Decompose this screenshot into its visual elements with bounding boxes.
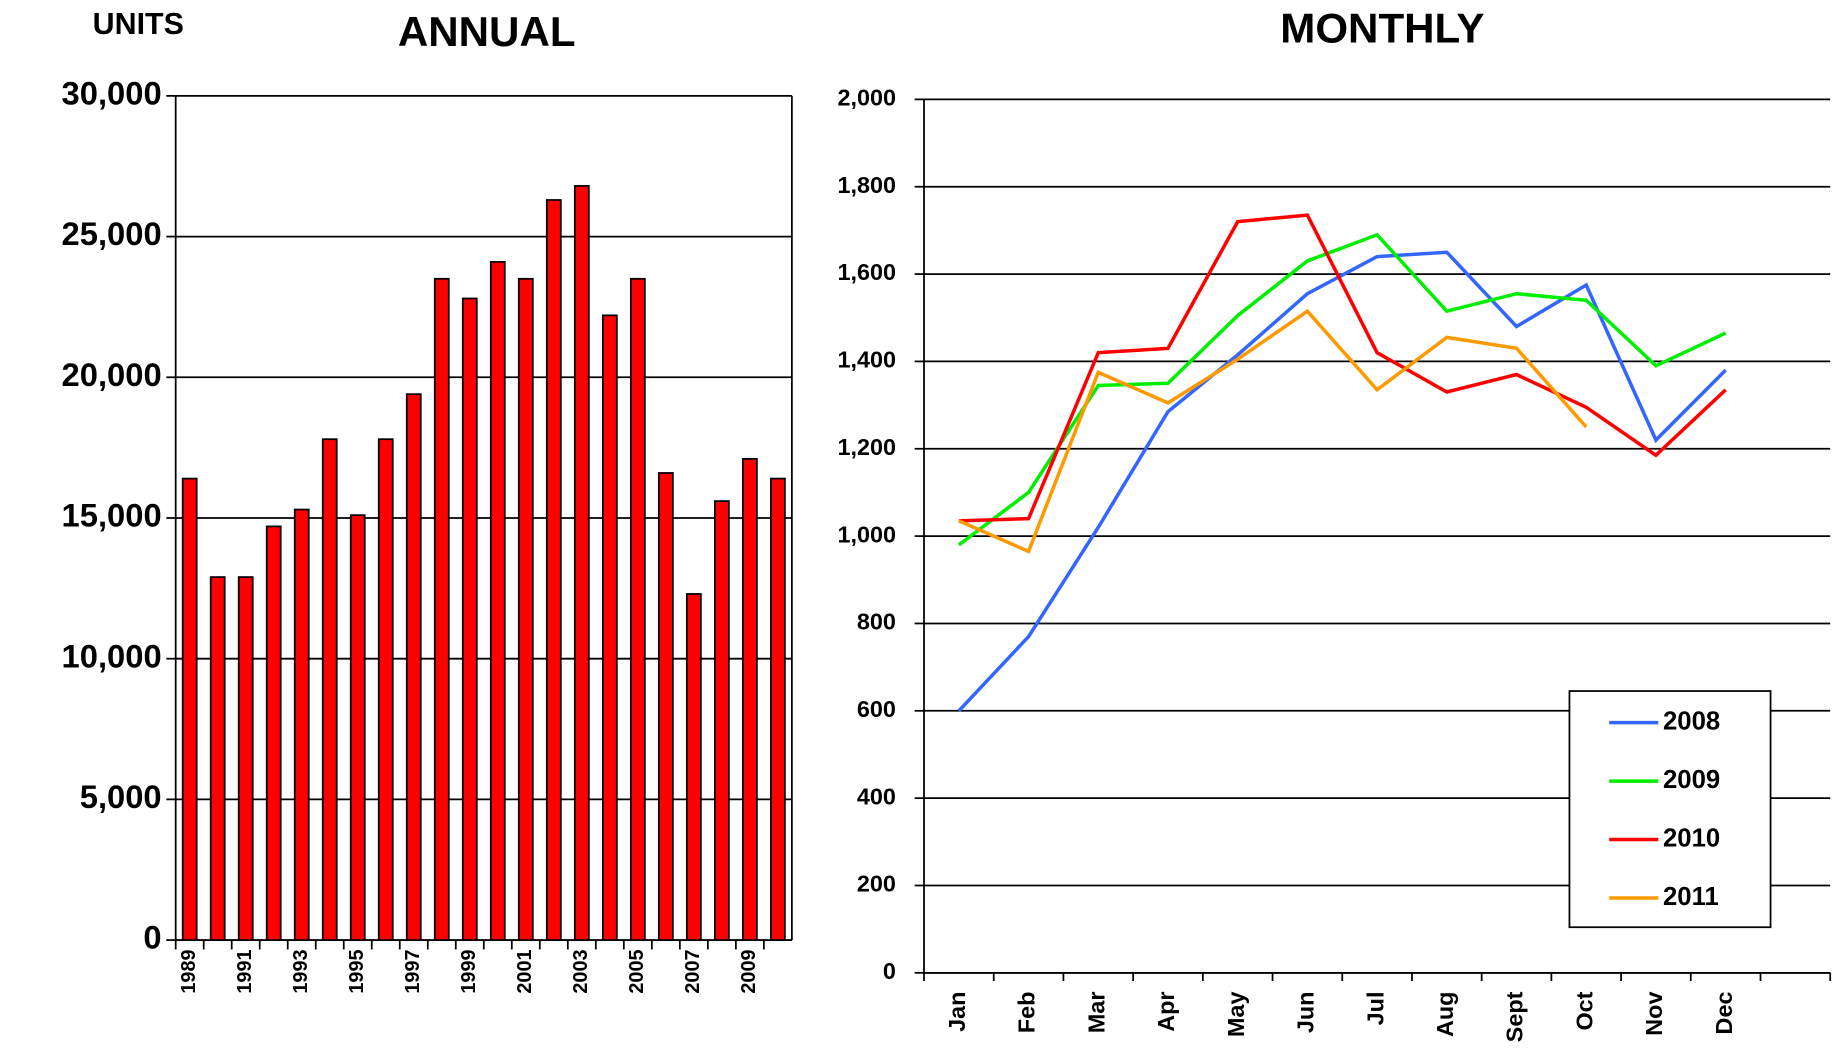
y-tick-label: 20,000	[62, 356, 162, 393]
x-tick-label: May	[1223, 992, 1249, 1037]
bar	[181, 477, 198, 941]
bar	[741, 458, 758, 941]
x-tick-label: 1989	[178, 949, 200, 993]
bar	[629, 277, 646, 941]
y-tick-label: 1,400	[837, 347, 896, 373]
bar	[405, 393, 422, 941]
x-tick-label: Apr	[1153, 992, 1179, 1032]
x-tick-label: Aug	[1432, 992, 1458, 1037]
bar	[209, 576, 226, 941]
x-tick-label: 1991	[234, 949, 256, 993]
x-tick-label: Jan	[944, 992, 970, 1032]
bar	[573, 185, 590, 941]
y-tick-label: 25,000	[62, 215, 162, 252]
bar	[349, 514, 366, 941]
bar	[377, 438, 394, 941]
bar	[770, 477, 786, 941]
bar	[489, 261, 506, 941]
legend-label: 2009	[1663, 766, 1720, 794]
y-tick-label: 2,000	[837, 85, 896, 111]
x-tick-label: Oct	[1571, 991, 1597, 1030]
x-tick-label: Jun	[1293, 992, 1319, 1034]
x-tick-label: 2005	[626, 949, 648, 993]
chart-title: MONTHLY	[1280, 5, 1484, 52]
x-tick-label: 2003	[570, 949, 592, 993]
bar	[545, 199, 562, 941]
y-tick-label: 1,800	[837, 172, 896, 198]
x-tick-label: Jul	[1362, 992, 1388, 1026]
legend-label: 2010	[1663, 824, 1720, 852]
chart-title: ANNUAL	[398, 8, 576, 55]
y-tick-label: 1,200	[837, 434, 896, 460]
x-tick-label: 2009	[738, 949, 760, 993]
x-tick-label: 2007	[682, 949, 704, 993]
legend-label: 2011	[1663, 883, 1719, 911]
bar	[461, 297, 478, 941]
y-tick-label: 0	[143, 919, 161, 956]
legend-label: 2008	[1663, 707, 1720, 735]
bar	[293, 508, 310, 941]
bar	[321, 438, 338, 941]
x-tick-label: Mar	[1083, 992, 1109, 1034]
line-series	[958, 213, 1727, 523]
x-tick-label: Dec	[1711, 992, 1737, 1035]
y-axis-label: UNITS	[93, 7, 184, 41]
x-tick-label: 1993	[290, 949, 312, 993]
bar	[685, 593, 702, 941]
bar	[713, 500, 730, 941]
y-tick-label: 30,000	[62, 75, 162, 112]
y-tick-label: 5,000	[80, 778, 162, 815]
bar	[657, 472, 674, 941]
y-tick-label: 10,000	[62, 637, 162, 674]
bar	[237, 576, 254, 941]
y-tick-label: 200	[857, 871, 896, 897]
y-tick-label: 15,000	[62, 497, 162, 534]
y-tick-label: 600	[857, 696, 896, 722]
x-tick-label: 2001	[514, 949, 536, 993]
bar	[265, 525, 282, 941]
x-tick-label: 1999	[458, 949, 480, 993]
x-tick-label: 1995	[346, 949, 368, 993]
y-tick-label: 800	[857, 609, 896, 635]
bar	[433, 277, 450, 941]
y-tick-label: 1,000	[837, 521, 896, 547]
x-tick-label: 1997	[402, 949, 424, 993]
line-series	[958, 308, 1588, 554]
y-tick-label: 0	[883, 958, 896, 984]
x-tick-label: Feb	[1014, 992, 1040, 1034]
bar	[517, 277, 534, 941]
y-tick-label: 1,600	[837, 259, 896, 285]
y-tick-label: 400	[857, 783, 896, 809]
x-tick-label: Nov	[1641, 992, 1667, 1036]
legend-box	[1568, 690, 1772, 929]
bar	[601, 314, 618, 941]
x-tick-label: Sept	[1502, 991, 1528, 1042]
